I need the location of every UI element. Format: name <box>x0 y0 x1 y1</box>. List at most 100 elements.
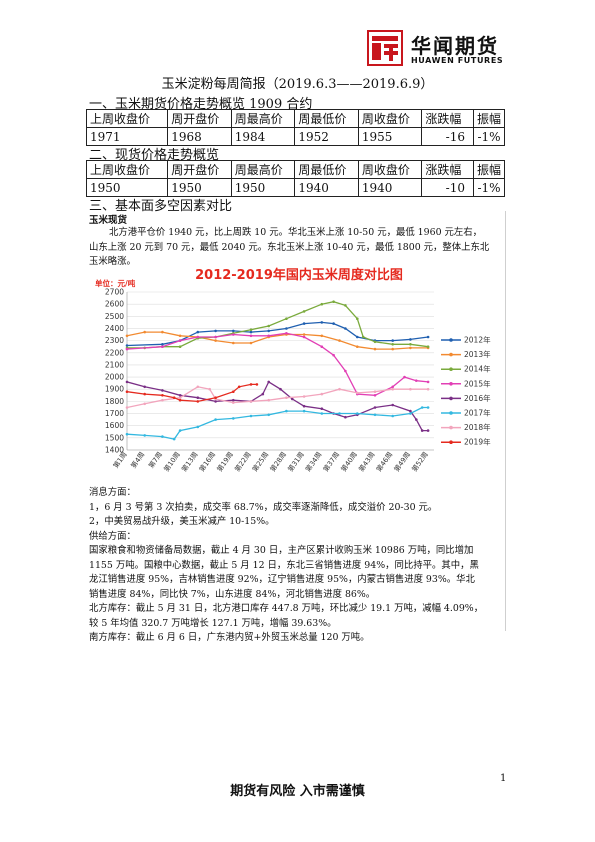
data-point <box>302 322 306 325</box>
data-point <box>285 317 288 320</box>
data-point <box>426 335 430 339</box>
data-point <box>320 412 324 415</box>
data-point <box>178 339 182 342</box>
y-tick-label: 2100 <box>105 360 124 369</box>
data-point <box>285 409 288 413</box>
x-tick-label: 第34周 <box>303 450 323 473</box>
table-header-cell: 振幅 <box>472 160 506 179</box>
table-header-cell: 周最低价 <box>294 160 359 179</box>
spot-price-table: 上周收盘价 周开盘价 周最高价 周最低价 周收盘价 涨跌幅 振幅 1950 19… <box>85 160 506 197</box>
x-tick-label: 第43周 <box>356 450 376 473</box>
data-point <box>403 375 406 379</box>
data-point <box>267 329 270 333</box>
data-point <box>249 383 253 386</box>
y-tick-label: 2300 <box>105 336 124 345</box>
y-tick-label: 2000 <box>105 373 124 382</box>
data-point <box>291 397 294 401</box>
data-point <box>285 332 288 335</box>
chart-title: 2012-2019年国内玉米周度对比图 <box>195 267 403 283</box>
data-point <box>302 310 306 313</box>
data-point <box>356 391 359 395</box>
legend-label: 2018年 <box>464 422 491 432</box>
data-point <box>356 317 359 320</box>
data-point <box>391 339 395 342</box>
x-tick-label: 第49周 <box>392 450 412 473</box>
data-point <box>249 341 253 345</box>
spot-subheading: 玉米现货 <box>89 215 128 226</box>
data-point <box>196 400 200 403</box>
data-point <box>267 380 270 384</box>
data-point <box>161 343 164 346</box>
chart-unit-label: 单位：元/吨 <box>95 278 136 288</box>
data-point <box>332 353 335 357</box>
data-point <box>320 334 324 338</box>
spot-paragraph: 北方港平仓价 1940 元，比上周跌 10 元。华北玉米上涨 10-50 元，最… <box>89 226 509 270</box>
x-tick-label: 第28周 <box>268 450 288 473</box>
data-point <box>125 390 129 393</box>
data-point <box>125 344 129 347</box>
data-point <box>232 333 235 336</box>
data-point <box>255 383 259 386</box>
x-tick-label: 第7周 <box>146 450 164 470</box>
legend-label: 2015年 <box>464 378 491 388</box>
data-point <box>373 390 377 393</box>
table-header-cell: 周收盘价 <box>357 160 423 179</box>
y-tick-label: 1600 <box>105 421 124 430</box>
legend-marker <box>449 411 453 415</box>
table-header-row: 上周收盘价 周开盘价 周最高价 周最低价 周收盘价 涨跌幅 振幅 <box>85 109 506 128</box>
data-point <box>320 407 324 410</box>
legend-label: 2019年 <box>464 437 491 447</box>
data-point <box>214 400 217 403</box>
data-point <box>391 403 395 407</box>
company-name-en: HUAWEN FUTURES <box>411 56 504 65</box>
data-point <box>267 398 270 402</box>
data-point <box>415 418 418 421</box>
table-cell: -10 <box>421 178 474 197</box>
data-point <box>232 390 235 393</box>
legend-label: 2012年 <box>464 335 491 345</box>
data-point <box>161 398 164 402</box>
data-point <box>143 434 146 437</box>
data-point <box>125 432 129 436</box>
data-point <box>426 380 430 384</box>
text-line: 较 5 年均值 320.7 万吨增长 127.1 万吨，增幅 39.63%。 <box>89 617 337 629</box>
text-line: 玉米略涨。 <box>89 256 136 267</box>
legend-marker <box>449 338 453 342</box>
data-point <box>161 394 164 397</box>
table-cell: 1955 <box>357 127 423 146</box>
data-point <box>356 335 359 339</box>
table-cell: 1952 <box>294 127 359 146</box>
data-point <box>172 437 176 441</box>
section1-heading: 一、玉米期货价格走势概览 1909 合约 <box>89 97 313 112</box>
data-point <box>344 304 347 307</box>
data-point <box>178 345 182 348</box>
y-tick-label: 1900 <box>105 385 124 394</box>
company-name-cn: 华闻期货 <box>411 34 499 58</box>
data-point <box>373 347 377 351</box>
data-point <box>267 413 270 417</box>
y-tick-label: 2200 <box>105 348 124 357</box>
y-tick-label: 1400 <box>105 446 124 455</box>
table-header-cell: 周收盘价 <box>357 109 423 128</box>
data-point <box>237 385 241 389</box>
data-point <box>302 333 306 336</box>
data-point <box>426 406 430 409</box>
table-cell: 1971 <box>85 127 169 146</box>
data-point <box>409 387 412 391</box>
x-tick-label: 第19周 <box>215 450 235 473</box>
data-point <box>332 300 335 303</box>
data-point <box>285 396 288 399</box>
y-tick-label: 1700 <box>105 409 124 418</box>
y-tick-label: 1800 <box>105 397 124 406</box>
text-line: 供给方面： <box>89 530 136 542</box>
data-point <box>332 322 335 325</box>
text-line: 1155 万吨。国粮中心数据，截止 5 月 12 日，东北三省销售进度 94%，… <box>89 559 479 571</box>
x-tick-label: 第22周 <box>232 450 252 473</box>
legend-label: 2016年 <box>464 393 491 403</box>
news-paragraph: 消息方面： 1，6 月 3 号第 3 次拍卖，成交率 68.7%，成交率逐渐降低… <box>89 486 509 646</box>
x-tick-label: 第13周 <box>179 450 199 473</box>
text-line: 销售进度 84%，同比快 7%，山东进度 84%，河北销售进度 86%。 <box>89 588 376 600</box>
table-cell: -1% <box>472 127 506 146</box>
text-line: 北方库存：截止 5 月 31 日，北方港口库存 447.8 万吨，环比减少 19… <box>89 603 484 614</box>
legend-marker <box>449 425 453 430</box>
